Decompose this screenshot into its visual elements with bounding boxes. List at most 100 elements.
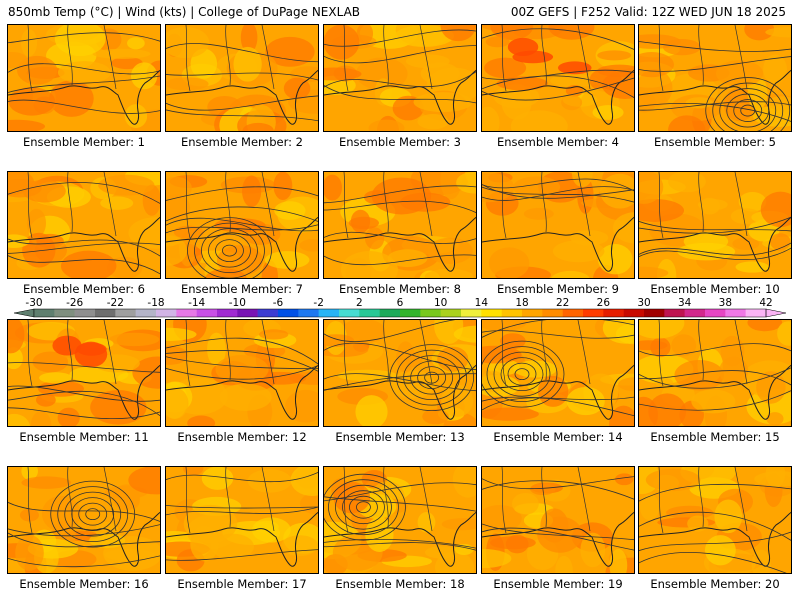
colorbar-swatch [257,309,279,317]
state-border [658,467,748,534]
temperature-blob [215,355,269,384]
temperature-blob [552,240,605,263]
colorbar-swatch [481,309,502,317]
colorbar-swatch [196,309,218,317]
temperature-map [7,24,161,132]
temperature-blob [39,372,73,384]
temperature-blob [540,508,569,543]
colorbar-swatch [95,309,116,317]
temperature-blob [482,345,522,364]
temperature-blob [242,175,262,208]
colorbar-tick-label: 10 [434,297,447,309]
temperature-blob [735,261,770,273]
colorbar-tick-label: 26 [597,297,611,309]
coastline [8,216,160,272]
height-contour [8,99,160,114]
temperature-blob [441,384,474,417]
temperature-blob [324,25,360,60]
height-contour [8,555,160,568]
low-pressure-contour [507,362,537,386]
map-canvas [639,25,791,131]
height-contour [166,95,318,111]
height-contour [482,523,634,541]
height-contour [639,103,791,122]
temperature-blob [57,61,111,84]
temperature-blob [111,56,143,70]
ensemble-member-label: Ensemble Member: 20 [650,577,780,591]
coastline [166,364,318,420]
ensemble-member-label: Ensemble Member: 1 [23,135,145,149]
colorbar-swatch [684,309,706,317]
temperature-blob [639,199,685,222]
height-contour [324,85,476,104]
temperature-blob [22,232,56,268]
temperature-blob [8,87,56,116]
coastline [482,511,634,567]
temperature-blob [716,60,764,87]
colorbar-swatch [54,309,75,317]
map-canvas [166,467,318,573]
state-border [343,25,433,92]
ensemble-member-panel: Ensemble Member: 19 [481,466,635,594]
temperature-blob [333,481,371,514]
temperature-blob [299,239,318,252]
low-pressure-contour [389,344,475,412]
temperature-blob [15,534,44,571]
ensemble-member-label: Ensemble Member: 16 [19,577,149,591]
temperature-blob [615,473,634,486]
state-border [501,172,591,239]
height-contour [482,28,634,50]
temperature-blob [488,247,530,278]
low-pressure-contour [486,346,558,403]
colorbar-swatch [501,309,523,317]
temperature-map [323,24,477,132]
temperature-blob [216,245,264,276]
ensemble-member-panel: Ensemble Member: 4 [481,24,635,152]
height-contour [166,206,318,222]
ensemble-member-label: Ensemble Member: 7 [181,282,303,296]
map-canvas [324,25,476,131]
map-canvas [482,172,634,278]
ensemble-member-label: Ensemble Member: 5 [654,135,776,149]
temperature-blob [501,83,532,120]
ensemble-member-panel: Ensemble Member: 12 [165,319,319,447]
temperature-map [7,466,161,574]
colorbar-swatch [135,309,157,317]
temperature-blob [639,69,673,107]
height-contour [324,45,476,64]
ensemble-member-label: Ensemble Member: 4 [497,135,619,149]
chart-title-right: 00Z GEFS | F252 Valid: 12Z WED JUN 18 20… [510,5,786,19]
temperature-blob [744,25,775,41]
colorbar-tick-label: -2 [313,297,323,309]
colorbar-tick-label: 34 [678,297,692,309]
temperature-blob [714,499,743,534]
ensemble-member-label: Ensemble Member: 19 [493,577,623,591]
temperature-blob [92,48,151,59]
temperature-blob [30,411,52,426]
height-contour [166,356,318,369]
colorbar-swatch [664,309,685,317]
hot-spot [512,50,554,64]
height-contour [324,538,476,549]
ensemble-member-label: Ensemble Member: 17 [177,577,307,591]
temperature-blob [109,332,160,347]
height-contour [8,238,160,257]
temperature-blob [67,25,100,41]
height-contour [324,254,476,266]
ensemble-member-panel: Ensemble Member: 5 [638,24,792,152]
height-contour [639,242,791,256]
temperature-blob [8,320,25,354]
temperature-blob [281,535,318,556]
map-canvas [8,467,160,573]
height-contour [8,75,160,93]
low-pressure-contour [201,228,258,273]
height-contour [324,231,476,244]
colorbar-swatch [461,309,482,317]
ensemble-member-label: Ensemble Member: 12 [177,430,307,444]
height-contour [8,385,160,402]
colorbar-tick-label: -22 [107,297,124,309]
temperature-blob [98,174,155,196]
height-contour [8,532,160,548]
low-pressure-contour [719,88,777,131]
temperature-blob [484,57,527,79]
